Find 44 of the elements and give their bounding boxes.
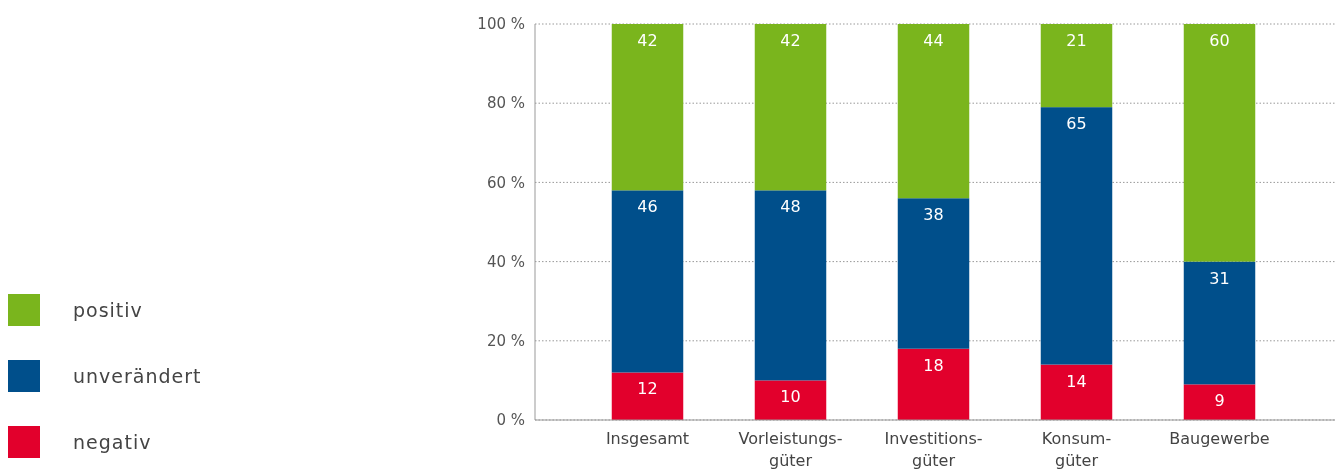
y-tick-label: 20 % — [486, 332, 525, 351]
data-label: 42 — [780, 31, 801, 50]
data-label: 38 — [923, 205, 944, 225]
bar — [1183, 24, 1256, 262]
bar — [1183, 384, 1256, 420]
data-label: 14 — [1066, 371, 1087, 391]
bar — [754, 24, 827, 191]
bar — [1040, 24, 1113, 108]
data-label: 10 — [780, 387, 801, 407]
x-tick-label: Baugewerbe — [1169, 429, 1270, 448]
data-label: 9 — [1214, 391, 1225, 411]
x-tick-label: Vorleistungs- güter — [738, 429, 843, 470]
data-label: 18 — [923, 355, 944, 375]
data-label: 21 — [1066, 31, 1087, 50]
data-label: 12 — [637, 379, 658, 399]
legend-label: positiv — [73, 298, 143, 321]
legend-label: unverändert — [73, 364, 202, 387]
y-tick-label: 0 % — [496, 411, 525, 430]
x-tick-label: Konsum- güter — [1041, 429, 1112, 470]
bar — [897, 348, 970, 420]
y-tick-label: 40 % — [486, 252, 525, 271]
data-label: 42 — [637, 31, 658, 50]
bar — [754, 380, 827, 420]
x-tick-label: Insgesamt — [605, 429, 690, 448]
data-label: 60 — [1209, 31, 1230, 50]
bar — [611, 190, 684, 373]
bar — [897, 198, 970, 349]
bar — [611, 372, 684, 420]
y-tick-label: 100 % — [477, 15, 525, 34]
data-label: 44 — [923, 31, 944, 50]
data-label: 48 — [780, 197, 801, 217]
y-tick-label: 80 % — [486, 94, 525, 113]
bar — [1040, 107, 1113, 365]
bar — [754, 190, 827, 381]
bar — [897, 24, 970, 199]
y-tick-label: 60 % — [486, 173, 525, 192]
data-label: 31 — [1209, 268, 1230, 288]
bar — [611, 24, 684, 191]
bar — [1040, 364, 1113, 420]
x-tick-label: Investitions- güter — [884, 429, 983, 470]
data-label: 65 — [1066, 114, 1087, 134]
bar — [1183, 261, 1256, 385]
data-label: 46 — [637, 197, 658, 217]
legend-label: negativ — [73, 430, 152, 453]
